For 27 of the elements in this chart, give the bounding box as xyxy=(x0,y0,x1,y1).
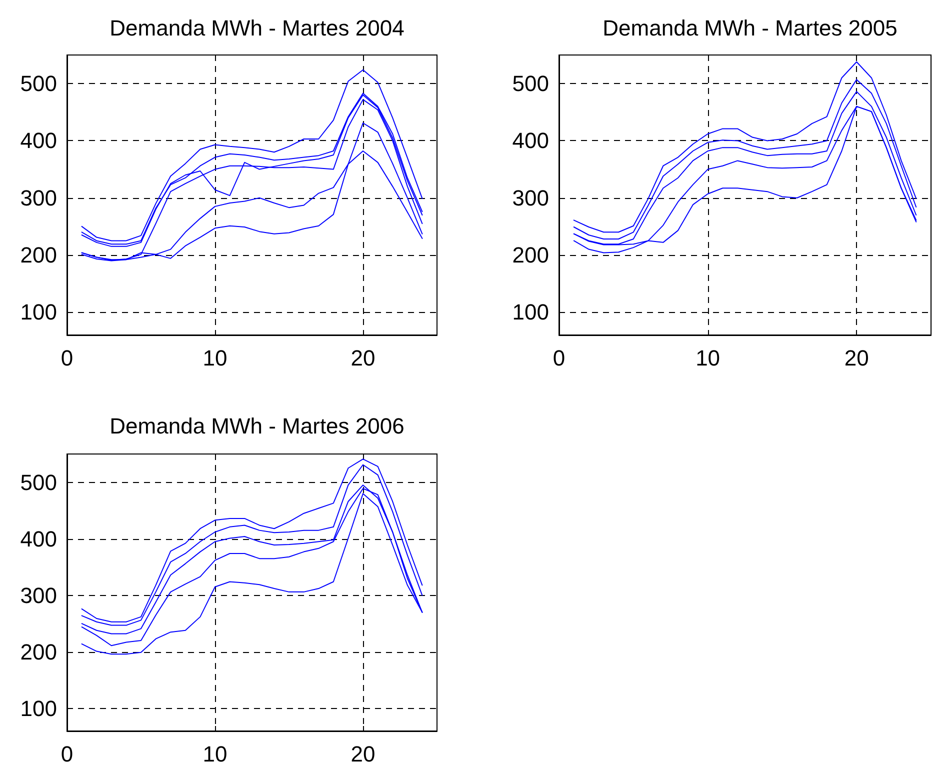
y-tick-label: 300 xyxy=(512,185,549,210)
y-tick-label: 400 xyxy=(20,128,57,154)
x-tick-label: 10 xyxy=(202,742,228,766)
chart-title: Demanda MWh - Martes 2005 xyxy=(602,16,898,40)
x-tick-label: 20 xyxy=(350,346,376,370)
x-tick-label: 20 xyxy=(350,742,376,766)
y-tick-label: 400 xyxy=(20,526,57,552)
y-tick-label: 300 xyxy=(20,582,57,608)
x-tick-label: 20 xyxy=(844,346,869,370)
y-tick-label: 100 xyxy=(20,300,57,325)
x-tick-label: 0 xyxy=(552,346,566,370)
y-tick-label: 200 xyxy=(512,242,549,268)
y-tick-label: 100 xyxy=(20,696,57,721)
y-tick-label: 500 xyxy=(20,71,57,96)
y-tick-label: 100 xyxy=(512,300,549,325)
y-tick-label: 200 xyxy=(20,242,57,268)
y-tick-label: 500 xyxy=(20,470,57,495)
chart-title: Demanda MWh - Martes 2004 xyxy=(110,16,404,40)
y-tick-label: 400 xyxy=(512,128,549,154)
y-tick-label: 500 xyxy=(512,71,549,96)
chart-title: Demanda MWh - Martes 2006 xyxy=(110,414,404,438)
y-tick-label: 300 xyxy=(20,185,57,210)
x-tick-label: 10 xyxy=(202,346,228,370)
y-tick-label: 200 xyxy=(20,639,57,664)
x-tick-label: 10 xyxy=(696,346,720,370)
x-tick-label: 0 xyxy=(60,742,74,766)
x-tick-label: 0 xyxy=(60,346,74,370)
